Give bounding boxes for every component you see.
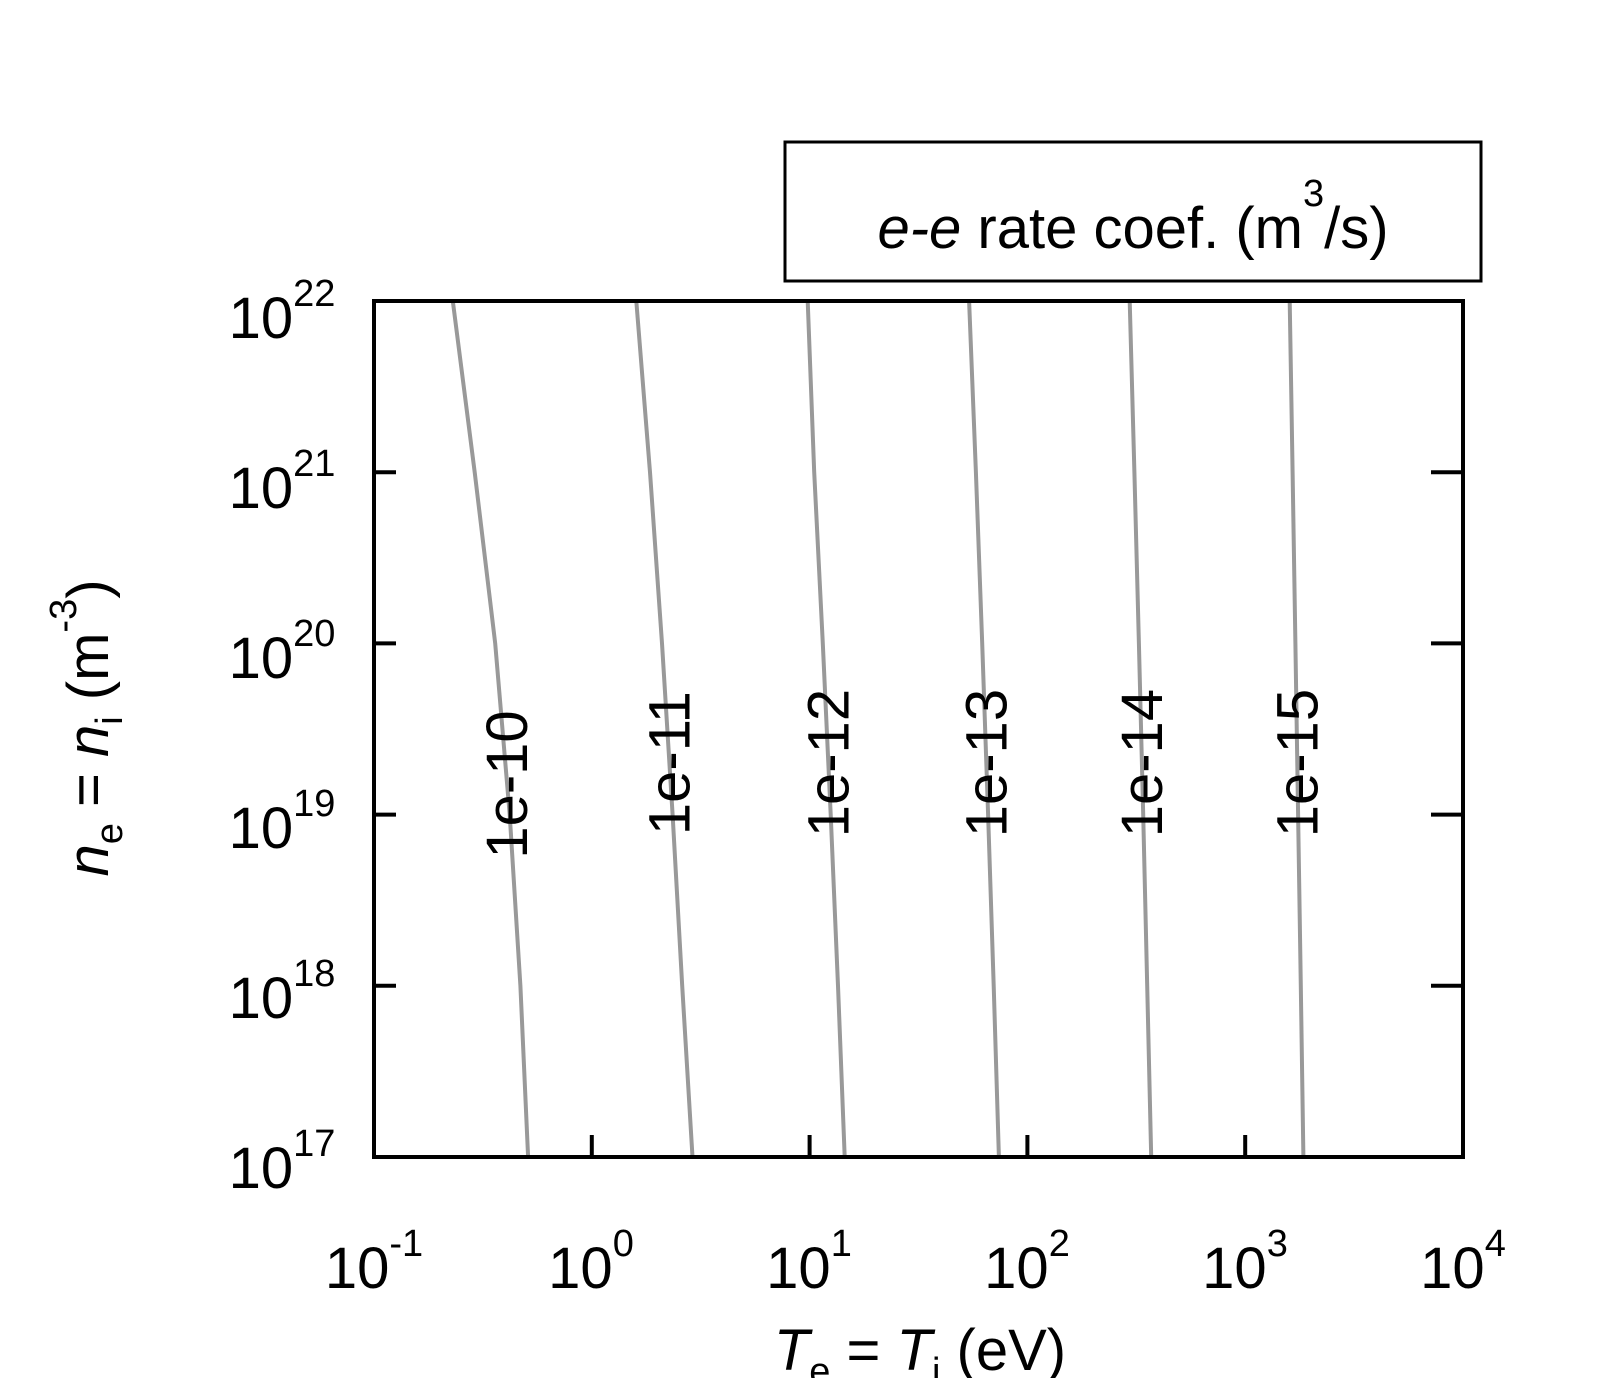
title-superscript: 3 bbox=[1303, 173, 1324, 215]
title-italic: e-e bbox=[877, 196, 961, 261]
chart-title: e-e rate coef. (m3/s) bbox=[877, 173, 1388, 261]
contour-label: 1e-13 bbox=[954, 689, 1019, 837]
contour-label: 1e-11 bbox=[637, 691, 702, 835]
x-tick-label: 101 bbox=[766, 1223, 852, 1301]
contour-line bbox=[805, 300, 847, 1158]
contour-line bbox=[967, 300, 1001, 1158]
y-tick-label: 1021 bbox=[229, 443, 336, 521]
contour-label: 1e-10 bbox=[475, 710, 540, 858]
contour-line bbox=[1127, 300, 1154, 1158]
y-tick-label: 1017 bbox=[229, 1123, 336, 1201]
x-tick-label: 102 bbox=[984, 1223, 1070, 1301]
contour-labels: 1e-10 1e-11 1e-12 1e-13 1e-14 1e-15 bbox=[475, 689, 1330, 859]
x-tick-label: 100 bbox=[548, 1223, 634, 1301]
contour-line bbox=[1287, 300, 1306, 1158]
contour-label: 1e-14 bbox=[1110, 689, 1175, 837]
x-axis-label: Te = Ti (eV) bbox=[774, 1318, 1066, 1378]
y-tick-label: 1019 bbox=[229, 783, 336, 861]
contour-line bbox=[450, 300, 531, 1158]
title-text: rate coef. (m bbox=[961, 196, 1303, 261]
contour-line bbox=[634, 300, 695, 1158]
x-tick-labels: 10-1 100 101 102 103 104 bbox=[325, 1223, 1506, 1301]
y-axis-label: ne = ni (m-3) bbox=[43, 579, 131, 876]
title-suffix: /s) bbox=[1324, 196, 1388, 261]
title-box bbox=[783, 140, 1483, 283]
y-tick-labels: 1017 1018 1019 1020 1021 1022 bbox=[229, 273, 336, 1201]
y-tick-label: 1018 bbox=[229, 953, 336, 1031]
y-tick-label: 1022 bbox=[229, 273, 336, 351]
y-tick-label: 1020 bbox=[229, 613, 336, 691]
plot-frame bbox=[372, 299, 1465, 1159]
x-tick-label: 10-1 bbox=[325, 1223, 423, 1301]
contour-lines bbox=[450, 300, 1306, 1158]
contour-label: 1e-15 bbox=[1265, 689, 1330, 837]
x-tick-label: 103 bbox=[1202, 1223, 1288, 1301]
contour-label: 1e-12 bbox=[796, 689, 861, 837]
x-tick-label: 104 bbox=[1420, 1223, 1506, 1301]
